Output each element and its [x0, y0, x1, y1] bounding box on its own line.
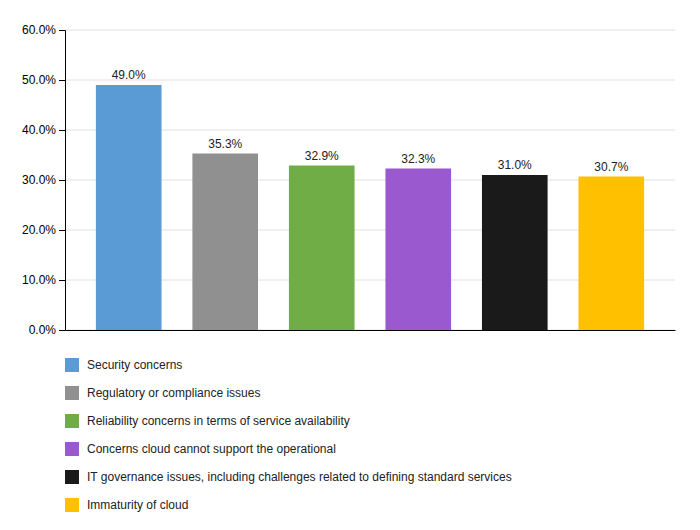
y-tick: 60.0% — [22, 23, 65, 37]
y-tick-label: 50.0% — [22, 73, 56, 87]
data-label: 32.9% — [305, 149, 339, 163]
bar — [482, 175, 548, 330]
legend-item: Regulatory or compliance issues — [65, 386, 260, 400]
data-label: 35.3% — [208, 137, 242, 151]
legend-item: Concerns cloud cannot support the operat… — [65, 442, 336, 456]
legend-label: IT governance issues, including challeng… — [87, 470, 512, 484]
data-label: 32.3% — [401, 152, 435, 166]
y-tick-label: 60.0% — [22, 23, 56, 37]
legend: Security concerns Regulatory or complianc… — [65, 358, 512, 512]
y-tick-label: 30.0% — [22, 173, 56, 187]
y-tick-mark — [59, 80, 65, 81]
legend-swatch — [65, 498, 79, 512]
data-label: 30.7% — [594, 160, 628, 174]
y-tick-label: 0.0% — [29, 323, 57, 337]
grid — [65, 30, 675, 330]
legend-item: IT governance issues, including challeng… — [65, 470, 512, 484]
grid-line — [65, 30, 675, 31]
bar — [192, 154, 258, 331]
plot: 0.0% 10.0% 20.0% 30.0% 40.0% 50.0% 60.0% 49.0% 3… — [22, 23, 676, 337]
legend-label: Security concerns — [87, 358, 182, 372]
legend-label: Concerns cloud cannot support the operat… — [87, 442, 336, 456]
legend-swatch — [65, 414, 79, 428]
y-tick-mark — [59, 280, 65, 281]
legend-swatch — [65, 470, 79, 484]
bar — [578, 177, 644, 331]
legend-item: Immaturity of cloud — [65, 498, 188, 512]
y-axis: 0.0% 10.0% 20.0% 30.0% 40.0% 50.0% 60.0% — [22, 23, 66, 337]
data-labels: 49.0% 35.3% 32.9% 32.3% 31.0% 30.7% — [112, 68, 629, 174]
y-tick: 0.0% — [29, 323, 65, 337]
y-tick-mark — [59, 180, 65, 181]
y-axis-line — [59, 31, 66, 331]
legend-item: Security concerns — [65, 358, 182, 372]
x-axis — [66, 330, 676, 331]
data-label: 49.0% — [112, 68, 146, 82]
bar — [385, 169, 451, 331]
y-tick: 30.0% — [22, 173, 65, 187]
y-tick-mark — [59, 130, 65, 131]
y-tick-mark — [59, 330, 65, 331]
legend-item: Reliability concerns in terms of service… — [65, 414, 350, 428]
y-tick-label: 20.0% — [22, 223, 56, 237]
y-tick: 10.0% — [22, 273, 65, 287]
bars — [96, 85, 644, 330]
legend-swatch — [65, 442, 79, 456]
bar — [289, 166, 355, 331]
y-tick: 20.0% — [22, 223, 65, 237]
y-tick-mark — [59, 230, 65, 231]
x-axis-line — [66, 330, 676, 331]
grid-line — [65, 80, 675, 81]
chart: 0.0% 10.0% 20.0% 30.0% 40.0% 50.0% 60.0% 49.0% 3… — [0, 0, 700, 530]
legend-swatch — [65, 358, 79, 372]
y-tick-label: 10.0% — [22, 273, 56, 287]
bar — [96, 85, 162, 330]
y-tick: 50.0% — [22, 73, 65, 87]
data-label: 31.0% — [498, 158, 532, 172]
legend-swatch — [65, 386, 79, 400]
y-tick: 40.0% — [22, 123, 65, 137]
y-tick-mark — [59, 30, 65, 31]
y-tick-label: 40.0% — [22, 123, 56, 137]
legend-label: Immaturity of cloud — [87, 498, 188, 512]
legend-label: Regulatory or compliance issues — [87, 386, 260, 400]
legend-label: Reliability concerns in terms of service… — [87, 414, 350, 428]
